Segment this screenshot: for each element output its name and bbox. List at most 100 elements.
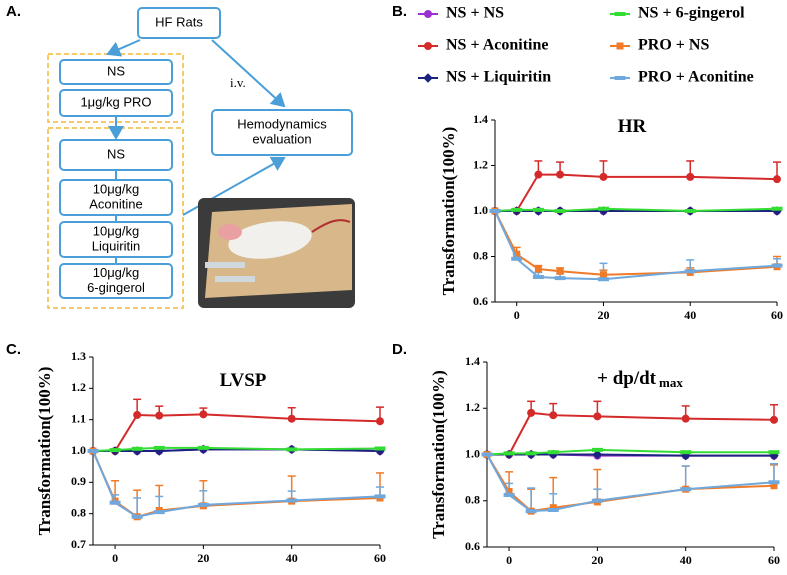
data-point xyxy=(131,446,143,451)
data-point xyxy=(376,417,384,426)
data-point xyxy=(768,450,780,455)
data-point xyxy=(599,172,608,181)
x-tick-label: 60 xyxy=(374,551,386,565)
data-point xyxy=(684,269,696,274)
flow-label: evaluation xyxy=(252,131,311,146)
error-bar xyxy=(770,463,778,483)
legend-label: NS + Liquiritin xyxy=(446,69,551,86)
data-point xyxy=(680,450,692,455)
data-point xyxy=(554,209,566,213)
y-axis-label: Transformation(100%) xyxy=(35,367,54,536)
data-point xyxy=(109,448,121,453)
y-tick-label: 0.8 xyxy=(71,505,86,519)
chart-title: + dp/dt max xyxy=(597,368,683,390)
flow-label: 10μg/kg xyxy=(93,223,140,238)
data-point xyxy=(547,450,559,455)
data-point xyxy=(556,267,564,275)
data-point xyxy=(131,514,143,519)
flow-label: Hemodynamics xyxy=(237,116,327,131)
data-point xyxy=(197,502,209,507)
flow-box xyxy=(59,139,173,171)
data-point xyxy=(153,445,165,450)
panel-label: B. xyxy=(392,3,407,20)
data-point xyxy=(593,412,602,421)
data-point xyxy=(686,172,695,181)
data-point xyxy=(680,487,692,492)
data-point xyxy=(534,170,543,179)
legend-label: NS + Aconitine xyxy=(446,37,548,54)
y-tick-label: 1.3 xyxy=(71,349,86,363)
panel-label: C. xyxy=(6,341,21,358)
x-tick-label: 20 xyxy=(197,551,209,565)
x-tick-label: 60 xyxy=(771,308,783,322)
data-point xyxy=(773,175,781,184)
data-point xyxy=(527,408,536,417)
error-bar xyxy=(681,465,690,490)
data-point xyxy=(525,451,537,456)
data-point xyxy=(681,414,690,423)
y-axis-label: Transformation(100%) xyxy=(429,370,448,539)
y-tick-label: 1.2 xyxy=(71,380,86,394)
data-point xyxy=(481,452,493,457)
y-axis-label: Transformation(100%) xyxy=(439,127,458,296)
data-point xyxy=(597,277,609,282)
flow-label: Liquiritin xyxy=(92,238,140,253)
x-tick-label: 60 xyxy=(768,553,780,567)
data-point xyxy=(511,256,523,261)
flow-label: 6-gingerol xyxy=(87,280,145,295)
arrow xyxy=(106,39,141,57)
chart-title-text: HR xyxy=(618,116,647,137)
panel-label: A. xyxy=(6,3,21,20)
x-tick-label: 0 xyxy=(112,551,118,565)
flow-box xyxy=(59,59,173,85)
data-point xyxy=(592,449,603,460)
legend-label: NS + NS xyxy=(446,5,504,22)
data-point xyxy=(556,170,565,179)
y-tick-label: 1.1 xyxy=(71,411,86,425)
data-point xyxy=(771,263,783,268)
y-tick-label: 1.0 xyxy=(71,443,86,457)
data-point xyxy=(549,411,558,420)
data-point xyxy=(87,449,99,453)
flow-box xyxy=(137,7,221,39)
flow-label: NS xyxy=(107,63,125,78)
data-point xyxy=(199,410,208,419)
chart-title-subscript: max xyxy=(659,375,683,390)
data-point xyxy=(534,265,542,273)
y-tick-label: 1.0 xyxy=(465,446,480,460)
series-line xyxy=(487,411,775,456)
data-point xyxy=(547,508,559,512)
legend-label: PRO + Aconitine xyxy=(638,69,754,86)
data-point xyxy=(374,494,386,499)
data-point xyxy=(684,209,696,213)
route-label: i.v. xyxy=(230,75,246,90)
data-point xyxy=(153,510,165,515)
y-tick-label: 0.8 xyxy=(473,248,488,262)
series-line xyxy=(495,173,778,212)
y-tick-label: 0.6 xyxy=(473,294,488,308)
data-point xyxy=(503,451,515,456)
y-tick-label: 0.7 xyxy=(71,537,86,551)
data-point xyxy=(286,447,298,452)
flow-label: 10μg/kg xyxy=(93,181,140,196)
flow-box xyxy=(59,263,173,299)
y-tick-label: 1.4 xyxy=(465,354,480,368)
data-point xyxy=(155,411,164,420)
flow-label: HF Rats xyxy=(155,14,203,29)
data-point xyxy=(532,274,544,279)
y-tick-label: 1.2 xyxy=(465,400,480,414)
x-tick-label: 20 xyxy=(597,308,609,322)
series-line xyxy=(486,453,775,513)
legend-label: PRO + NS xyxy=(638,37,709,54)
legend-label: NS + 6-gingerol xyxy=(638,5,745,22)
series-line xyxy=(93,413,381,452)
data-point xyxy=(525,509,537,514)
flow-box xyxy=(59,221,173,258)
y-tick-label: 0.9 xyxy=(71,474,86,488)
error-bar xyxy=(527,487,536,512)
data-point xyxy=(771,206,783,211)
series-line xyxy=(92,450,381,518)
legend-marker xyxy=(614,12,626,16)
data-point xyxy=(489,209,501,213)
